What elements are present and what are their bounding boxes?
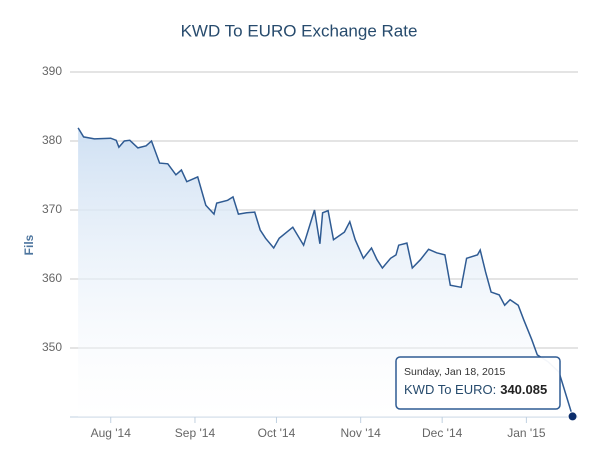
tooltip-label: KWD To EURO:: [404, 382, 496, 397]
line: [77, 127, 574, 417]
y-tick-label: 360: [42, 271, 62, 285]
tooltip-date: Sunday, Jan 18, 2015: [404, 366, 506, 378]
x-tick-label: Sep '14: [175, 426, 216, 440]
tooltip: Sunday, Jan 18, 2015 KWD To EURO: 340.085: [395, 356, 561, 410]
y-axis-label: Fils: [22, 234, 36, 255]
area-fill: [78, 127, 573, 418]
x-tick-label: Jan '15: [507, 426, 546, 440]
x-tick-label: Aug '14: [91, 426, 132, 440]
point: [567, 411, 578, 422]
y-tick-label: 350: [42, 340, 62, 354]
plot: 350 360 370 380 390 Aug '14 Sep '14 Oct '14 Nov …: [42, 64, 578, 440]
tooltip-box: [395, 356, 561, 410]
x-tick-label: Nov '14: [341, 426, 382, 440]
y-tick-label: 370: [42, 202, 62, 216]
x-tick-label: Oct '14: [258, 426, 296, 440]
tooltip-line: KWD To EURO: 340.085: [404, 382, 547, 397]
tooltip-value: 340.085: [500, 382, 547, 397]
y-tick-label: 390: [42, 64, 62, 78]
x-tick-label: Dec '14: [422, 426, 463, 440]
chart-title: KWD To EURO Exchange Rate: [181, 21, 418, 40]
y-tick-label: 380: [42, 133, 62, 147]
